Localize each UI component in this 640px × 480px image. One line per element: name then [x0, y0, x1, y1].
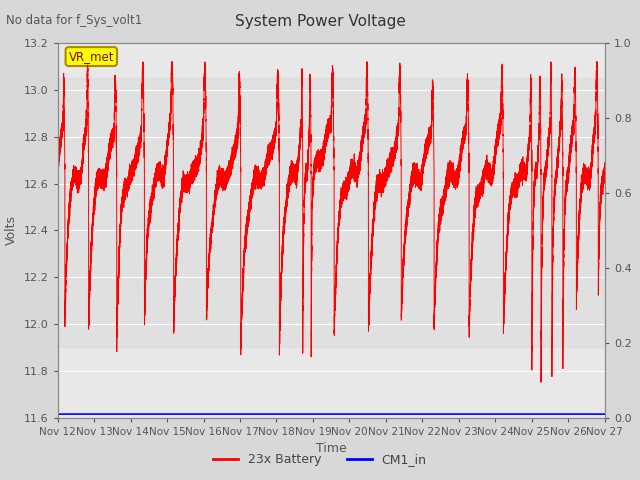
Legend: 23x Battery, CM1_in: 23x Battery, CM1_in: [208, 448, 432, 471]
X-axis label: Time: Time: [316, 442, 347, 455]
Text: VR_met: VR_met: [68, 50, 114, 63]
Text: System Power Voltage: System Power Voltage: [235, 14, 405, 29]
Text: No data for f_Sys_volt1: No data for f_Sys_volt1: [6, 14, 143, 27]
Bar: [58, 78, 605, 348]
Y-axis label: Volts: Volts: [5, 216, 18, 245]
